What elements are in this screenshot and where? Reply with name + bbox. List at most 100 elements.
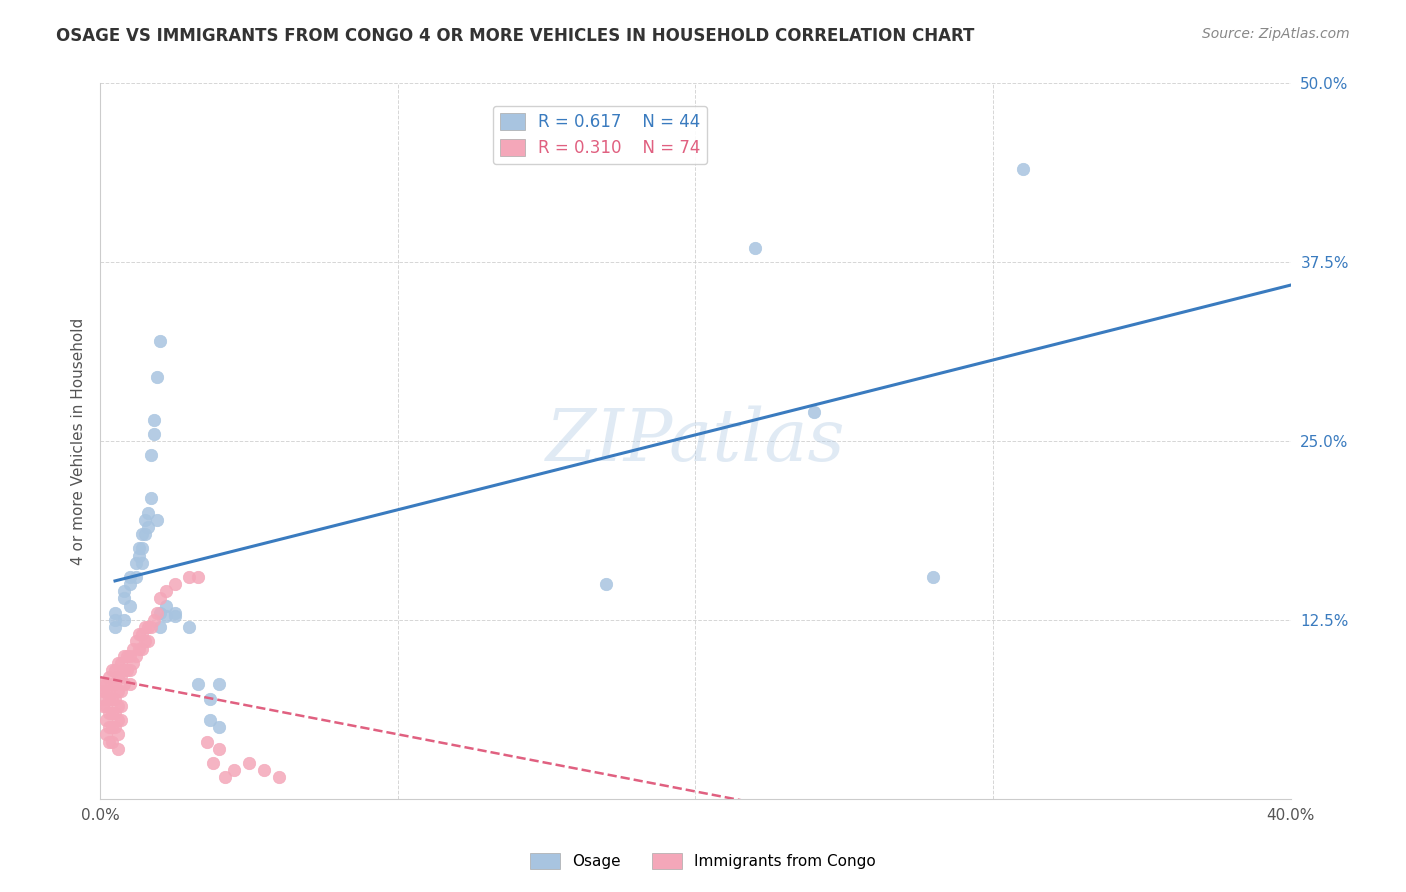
Point	[595, 577, 617, 591]
Point	[267, 770, 290, 784]
Point	[101, 734, 124, 748]
Point	[115, 663, 138, 677]
Point	[744, 241, 766, 255]
Point	[238, 756, 260, 770]
Point	[101, 677, 124, 691]
Point	[125, 634, 148, 648]
Point	[145, 606, 167, 620]
Point	[94, 698, 117, 713]
Point	[110, 698, 132, 713]
Point	[142, 426, 165, 441]
Point	[163, 577, 186, 591]
Point	[195, 734, 218, 748]
Point	[101, 720, 124, 734]
Point	[104, 720, 127, 734]
Point	[128, 627, 150, 641]
Text: OSAGE VS IMMIGRANTS FROM CONGO 4 OR MORE VEHICLES IN HOUSEHOLD CORRELATION CHART: OSAGE VS IMMIGRANTS FROM CONGO 4 OR MORE…	[56, 27, 974, 45]
Point	[208, 741, 231, 756]
Point	[118, 648, 141, 663]
Point	[125, 570, 148, 584]
Point	[115, 648, 138, 663]
Point	[136, 520, 159, 534]
Point	[179, 570, 201, 584]
Point	[121, 641, 143, 656]
Point	[128, 541, 150, 556]
Point	[112, 663, 135, 677]
Point	[134, 513, 156, 527]
Legend: R = 0.617    N = 44, R = 0.310    N = 74: R = 0.617 N = 44, R = 0.310 N = 74	[494, 106, 707, 164]
Point	[187, 677, 209, 691]
Point	[134, 620, 156, 634]
Text: ZIPatlas: ZIPatlas	[546, 406, 845, 476]
Point	[125, 648, 148, 663]
Point	[91, 691, 114, 706]
Point	[145, 513, 167, 527]
Point	[94, 727, 117, 741]
Point	[98, 670, 121, 684]
Point	[145, 369, 167, 384]
Point	[149, 606, 172, 620]
Point	[94, 677, 117, 691]
Point	[118, 663, 141, 677]
Point	[149, 620, 172, 634]
Point	[118, 577, 141, 591]
Point	[101, 663, 124, 677]
Point	[107, 727, 129, 741]
Point	[253, 763, 276, 777]
Point	[200, 713, 222, 727]
Text: Source: ZipAtlas.com: Source: ZipAtlas.com	[1202, 27, 1350, 41]
Point	[110, 713, 132, 727]
Point	[101, 691, 124, 706]
Point	[155, 599, 177, 613]
Point	[104, 677, 127, 691]
Point	[118, 677, 141, 691]
Point	[208, 677, 231, 691]
Point	[214, 770, 236, 784]
Point	[98, 720, 121, 734]
Point	[155, 608, 177, 623]
Point	[112, 648, 135, 663]
Point	[112, 613, 135, 627]
Point	[136, 620, 159, 634]
Point	[101, 706, 124, 720]
Point	[131, 556, 153, 570]
Point	[98, 684, 121, 698]
Point	[98, 691, 121, 706]
Point	[91, 698, 114, 713]
Point	[128, 641, 150, 656]
Point	[202, 756, 225, 770]
Point	[163, 608, 186, 623]
Point	[131, 541, 153, 556]
Point	[131, 627, 153, 641]
Point	[125, 556, 148, 570]
Point	[803, 405, 825, 419]
Point	[136, 506, 159, 520]
Point	[112, 591, 135, 606]
Legend: Osage, Immigrants from Congo: Osage, Immigrants from Congo	[523, 847, 883, 875]
Point	[107, 741, 129, 756]
Point	[112, 677, 135, 691]
Point	[91, 684, 114, 698]
Point	[142, 613, 165, 627]
Point	[922, 570, 945, 584]
Point	[134, 634, 156, 648]
Point	[98, 734, 121, 748]
Point	[179, 620, 201, 634]
Point	[142, 412, 165, 426]
Point	[104, 606, 127, 620]
Point	[98, 706, 121, 720]
Point	[149, 334, 172, 348]
Point	[110, 684, 132, 698]
Point	[208, 720, 231, 734]
Point	[104, 620, 127, 634]
Point	[222, 763, 245, 777]
Point	[139, 620, 162, 634]
Point	[163, 606, 186, 620]
Point	[134, 527, 156, 541]
Point	[118, 599, 141, 613]
Point	[89, 677, 111, 691]
Point	[104, 691, 127, 706]
Point	[104, 663, 127, 677]
Point	[139, 449, 162, 463]
Point	[107, 684, 129, 698]
